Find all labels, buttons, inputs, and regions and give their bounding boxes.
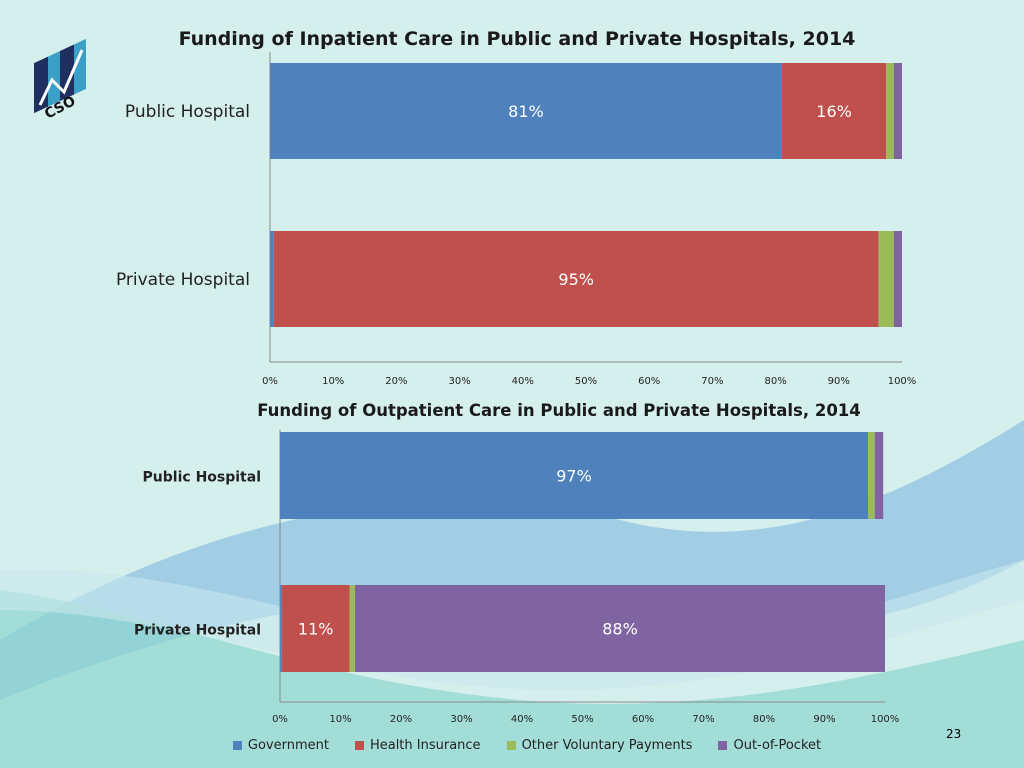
x-tick-label: 20%	[385, 376, 407, 387]
legend: Government Health Insurance Other Voluntar…	[0, 738, 1024, 753]
legend-swatch	[718, 741, 728, 750]
legend-label: Government	[247, 738, 329, 753]
data-label: 16%	[816, 102, 852, 121]
bar-segment	[273, 231, 879, 327]
legend-swatch	[354, 741, 364, 750]
outpatient-chart-title: Funding of Outpatient Care in Public and…	[257, 401, 861, 420]
x-tick-label: 80%	[764, 376, 786, 387]
legend-label: Health Insurance	[369, 738, 481, 753]
x-tick-label: 0%	[262, 376, 278, 387]
inpatient-chart: 0% 10% 20% 30% 40% 50% 60% 70% 80% 90% 100% Public …	[116, 52, 917, 387]
x-tick-label: 30%	[448, 376, 470, 387]
category-label: Private Hospital	[116, 270, 250, 290]
x-tick-label: 60%	[638, 376, 660, 387]
bar-segment	[781, 63, 887, 159]
inpatient-chart-title: Funding of Inpatient Care in Public and …	[178, 28, 856, 50]
blue-wave	[0, 420, 1024, 700]
x-tick-label: 90%	[828, 376, 850, 387]
x-tick-label: 70%	[701, 376, 723, 387]
bar-segment	[893, 231, 902, 327]
legend-item: Out-of-Pocket	[718, 738, 821, 753]
x-tick-label: 50%	[575, 376, 597, 387]
teal-wave	[0, 590, 1024, 768]
legend-item: Health Insurance	[354, 738, 481, 753]
legend-swatch	[506, 741, 516, 750]
legend-label: Out-of-Pocket	[733, 738, 822, 753]
x-tick-label: 40%	[512, 376, 534, 387]
legend-label: Other Voluntary Payments	[521, 738, 693, 753]
x-tick-label: 100%	[888, 376, 917, 387]
bar-segment	[886, 63, 894, 159]
data-label: 81%	[508, 102, 544, 121]
legend-item: Other Voluntary Payments	[506, 738, 693, 753]
page-number: 23	[946, 727, 962, 741]
bar-segment	[893, 63, 902, 159]
bar-segment	[270, 231, 274, 327]
cso-logo: CSO	[34, 38, 86, 120]
data-label: 95%	[558, 270, 594, 289]
legend-item: Government	[232, 738, 329, 753]
x-tick-label: 10%	[322, 376, 344, 387]
bar-segment	[878, 231, 894, 327]
bar-segment	[270, 63, 782, 159]
category-label: Public Hospital	[125, 102, 250, 122]
legend-swatch	[232, 741, 242, 750]
